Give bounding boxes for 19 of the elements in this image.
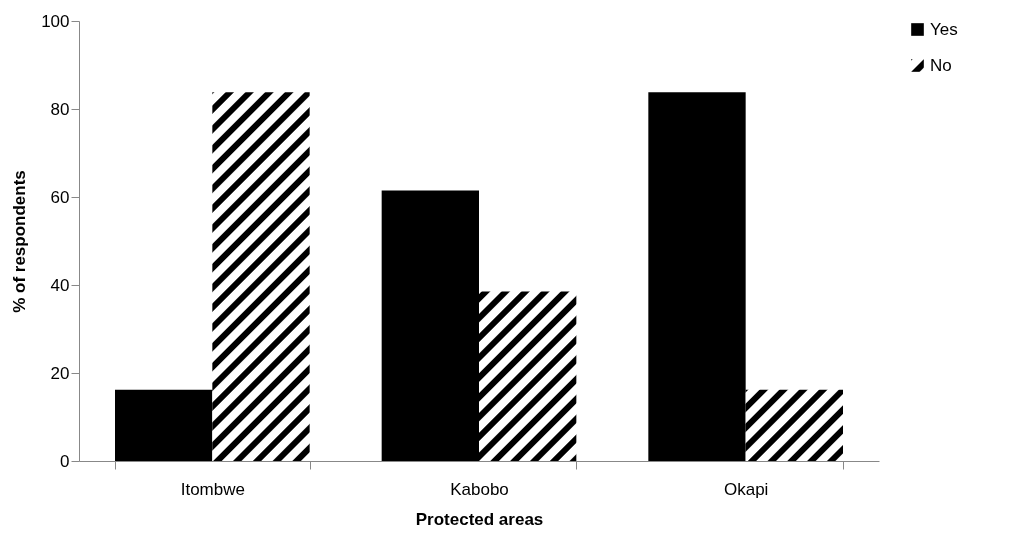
x-tick-label: Itombwe	[180, 479, 245, 499]
bar	[381, 190, 479, 461]
y-tick-label: 80	[50, 99, 70, 119]
y-tick-label: 60	[50, 187, 70, 207]
y-tick-label: 100	[41, 11, 70, 31]
bar	[648, 92, 746, 461]
bar	[212, 92, 310, 461]
bar	[479, 291, 577, 461]
x-axis-title: Protected areas	[415, 509, 544, 529]
x-tick-label: Kabobo	[450, 479, 509, 499]
legend-label: Yes	[930, 19, 958, 39]
y-tick-label: 0	[60, 451, 70, 471]
x-tick-label: Okapi	[723, 479, 769, 499]
y-tick-label: 20	[50, 363, 70, 383]
legend-label: No	[930, 55, 952, 75]
y-axis-title: % of respondents	[10, 170, 30, 313]
y-tick-label: 40	[50, 275, 70, 295]
bar	[745, 389, 843, 461]
bar	[115, 389, 213, 461]
